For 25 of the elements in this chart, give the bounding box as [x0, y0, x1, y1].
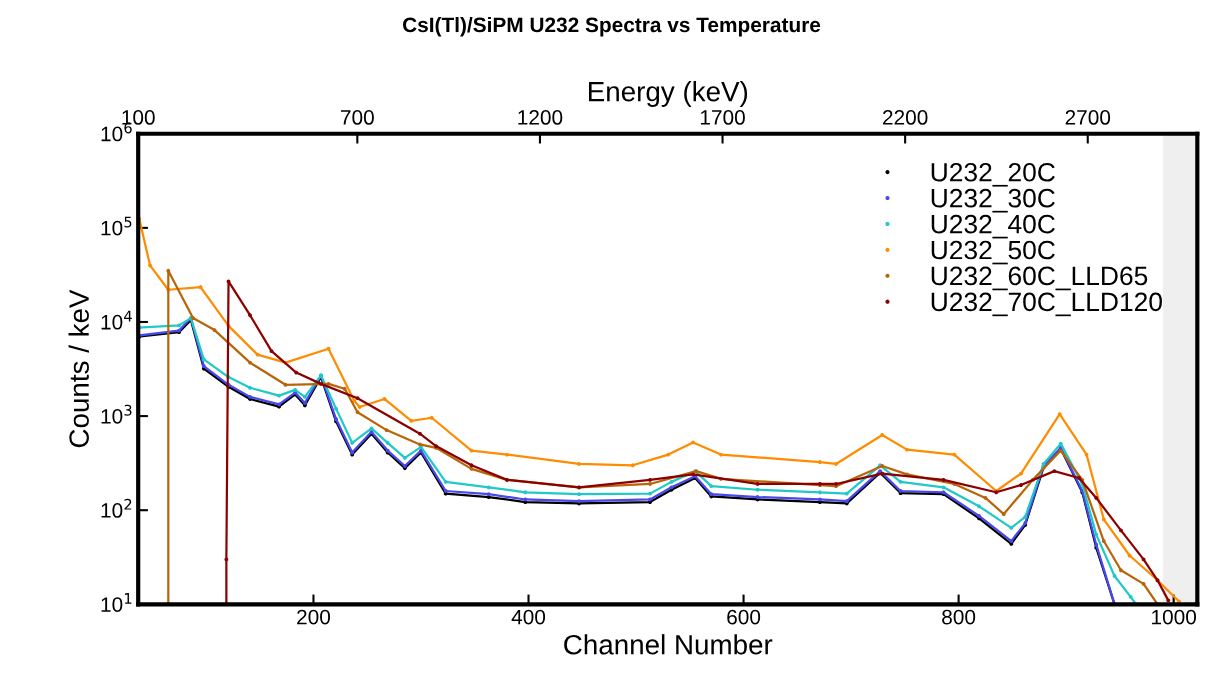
x-tick-label: 800 [942, 609, 976, 625]
y-axis-title: Counts / keV [68, 289, 89, 448]
legend-label: U232_50C [931, 240, 1055, 265]
legend-label: U232_70C_LLD120 [931, 292, 1162, 317]
legend-label: U232_30C [931, 188, 1055, 213]
x-tick-label: 1000 [1152, 609, 1197, 625]
legend-label: U232_60C_LLD65 [931, 266, 1148, 291]
x-tick-label: 200 [297, 609, 331, 625]
legend-label: U232_40C [931, 214, 1055, 239]
x2-tick-label: 700 [341, 110, 374, 125]
y-tick-label: 10$^{1}$ [101, 593, 132, 612]
x2-tick-label: 1200 [518, 110, 563, 125]
x-tick-label: 600 [727, 609, 761, 625]
y-tick-label: 10$^{2}$ [101, 498, 132, 518]
x-tick-label: 400 [511, 609, 546, 625]
chart-title: CsI(Tl)/SiPM U232 Spectra vs Temperature [402, 16, 821, 37]
x2-axis-title: Energy (keV) [588, 81, 748, 107]
x2-tick-label: 1700 [700, 110, 745, 125]
x2-tick-label: 2200 [883, 110, 928, 125]
y-tick-label: 10$^{3}$ [101, 404, 132, 424]
y-tick-label: 10$^{5}$ [101, 216, 132, 236]
x2-tick-label: 2700 [1065, 110, 1111, 125]
y-tick-label: 10$^{4}$ [101, 310, 132, 330]
x-axis-title: Channel Number [564, 634, 773, 655]
legend-label: U232_20C [931, 162, 1055, 187]
